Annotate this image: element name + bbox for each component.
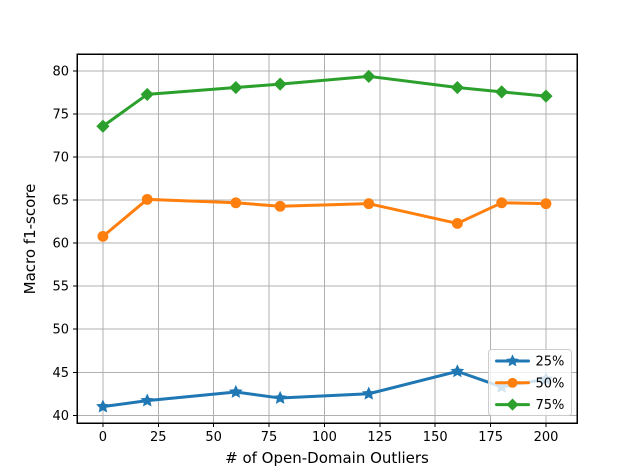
y-tick-label: 70: [52, 151, 69, 166]
legend-sample-marker: [506, 398, 519, 411]
x-tick-label: 75: [261, 430, 278, 445]
data-point-marker: [540, 198, 552, 210]
data-point-marker: [140, 87, 154, 102]
data-point-marker: [361, 386, 376, 400]
y-axis-label: Macro f1-score: [21, 183, 39, 295]
data-point-marker: [450, 364, 465, 378]
y-tick-label: 55: [52, 280, 69, 295]
series-50%: [97, 193, 552, 242]
y-tick-label: 75: [52, 108, 69, 123]
x-tick-label: 25: [150, 430, 167, 445]
y-tick-label: 65: [52, 194, 69, 209]
data-point-marker: [451, 218, 463, 229]
data-point-marker: [97, 230, 109, 242]
data-point-marker: [230, 197, 242, 209]
x-tick-label: 0: [99, 430, 107, 445]
x-tick-label: 175: [478, 430, 503, 445]
legend: 25% 50% 75%: [488, 349, 572, 416]
y-tick-label: 50: [52, 323, 69, 338]
data-point-marker: [273, 77, 287, 91]
data-point-marker: [96, 119, 110, 133]
data-point-marker: [539, 89, 553, 103]
legend-sample-marker: [507, 377, 518, 388]
x-tick-label: 50: [205, 430, 222, 445]
data-point-marker: [228, 384, 243, 398]
axes-spines: [76, 53, 578, 424]
x-tick-label: 125: [367, 430, 392, 445]
data-point-marker: [229, 80, 243, 95]
legend-sample-marker: [506, 354, 519, 367]
legend-label: 50%: [536, 376, 565, 391]
y-tick-label: 60: [52, 237, 69, 252]
legend-label: 25%: [536, 355, 565, 370]
data-point-marker: [363, 198, 375, 210]
data-point-marker: [450, 80, 464, 95]
x-tick-label: 150: [423, 430, 448, 445]
y-tick-label: 45: [52, 366, 69, 381]
data-point-marker: [274, 200, 286, 212]
x-axis-label: # of Open-Domain Outliers: [225, 449, 429, 467]
data-point-marker: [362, 69, 376, 83]
series-75%: [96, 69, 553, 133]
x-tick-label: 200: [534, 430, 559, 445]
data-point-marker: [141, 193, 153, 205]
data-point-marker: [140, 393, 155, 407]
legend-label: 75%: [536, 398, 565, 413]
series-line: [101, 74, 548, 128]
data-point-marker: [495, 85, 509, 99]
y-tick-label: 40: [52, 409, 69, 424]
data-point-marker: [96, 399, 110, 413]
data-point-marker: [496, 197, 508, 209]
y-tick-label: 80: [52, 65, 69, 80]
x-tick-label: 100: [312, 430, 337, 445]
series-line: [101, 197, 548, 238]
data-point-marker: [273, 390, 287, 404]
